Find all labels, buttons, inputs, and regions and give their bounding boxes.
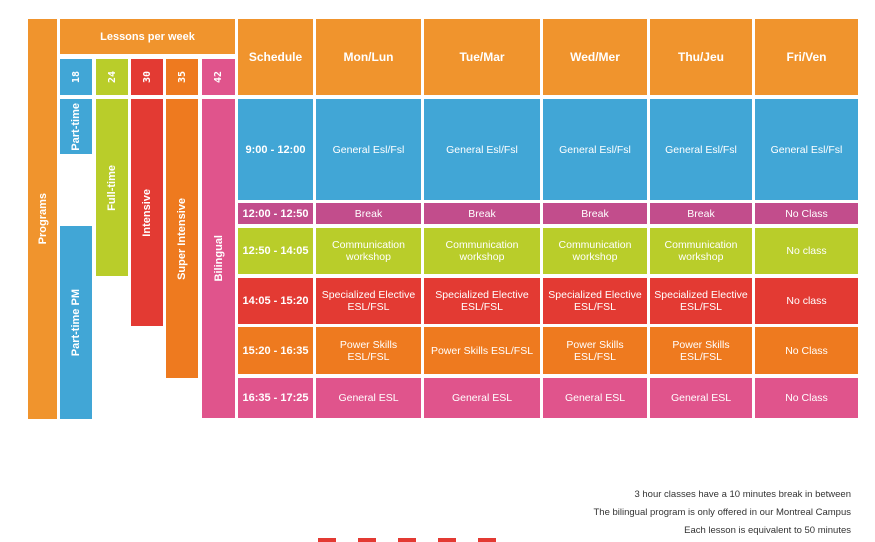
schedule-cell: No Class bbox=[755, 327, 858, 374]
day-header-mon: Mon/Lun bbox=[316, 19, 421, 95]
programs-label: Programs bbox=[36, 193, 49, 245]
time-slot: 16:35 - 17:25 bbox=[238, 378, 313, 418]
schedule-cell: Communication workshop bbox=[316, 228, 421, 274]
schedule-cell: No Class bbox=[755, 203, 858, 224]
schedule-cell: General ESL bbox=[650, 378, 752, 418]
schedule-cell: Communication workshop bbox=[543, 228, 647, 274]
program-part-time-pm: Part-time PM bbox=[60, 226, 92, 419]
program-super-intensive: Super Intensive bbox=[166, 99, 198, 378]
footnote: Each lesson is equivalent to 50 minutes bbox=[684, 525, 851, 536]
day-header-wed: Wed/Mer bbox=[543, 19, 647, 95]
program-bilingual: Bilingual bbox=[202, 99, 235, 418]
schedule-cell: General Esl/Fsl bbox=[755, 99, 858, 200]
program-part-time: Part-time bbox=[60, 99, 92, 154]
footnotes: 3 hour classes have a 10 minutes break i… bbox=[593, 486, 851, 540]
schedule-cell: Communication workshop bbox=[650, 228, 752, 274]
schedule-cell: No Class bbox=[755, 378, 858, 418]
schedule-cell: Break bbox=[543, 203, 647, 224]
schedule-cell: Specialized Elective ESL/FSL bbox=[543, 278, 647, 324]
schedule-cell: Power Skills ESL/FSL bbox=[543, 327, 647, 374]
schedule-cell: Break bbox=[650, 203, 752, 224]
schedule-cell: Power Skills ESL/FSL bbox=[650, 327, 752, 374]
program-full-time: Full-time bbox=[96, 99, 128, 276]
schedule-cell: Specialized Elective ESL/FSL bbox=[650, 278, 752, 324]
schedule-cell: Break bbox=[424, 203, 540, 224]
schedule-cell: Specialized Elective ESL/FSL bbox=[424, 278, 540, 324]
lessons-24: 24 bbox=[96, 59, 128, 95]
schedule-cell: General ESL bbox=[424, 378, 540, 418]
schedule-cell: Communication workshop bbox=[424, 228, 540, 274]
schedule-header: Schedule bbox=[238, 19, 313, 95]
lessons-35: 35 bbox=[166, 59, 198, 95]
programs-column: Programs bbox=[28, 19, 57, 419]
time-slot: 9:00 - 12:00 bbox=[238, 99, 313, 200]
schedule-cell: No class bbox=[755, 278, 858, 324]
time-slot: 14:05 - 15:20 bbox=[238, 278, 313, 324]
schedule-cell: No class bbox=[755, 228, 858, 274]
schedule-cell: General ESL bbox=[543, 378, 647, 418]
time-slot: 15:20 - 16:35 bbox=[238, 327, 313, 374]
schedule-cell: Specialized Elective ESL/FSL bbox=[316, 278, 421, 324]
schedule-cell: Power Skills ESL/FSL bbox=[316, 327, 421, 374]
lessons-42: 42 bbox=[202, 59, 235, 95]
time-slot: 12:00 - 12:50 bbox=[238, 203, 313, 224]
schedule-cell: General Esl/Fsl bbox=[543, 99, 647, 200]
schedule-cell: General Esl/Fsl bbox=[424, 99, 540, 200]
schedule-cell: General Esl/Fsl bbox=[650, 99, 752, 200]
lessons-30: 30 bbox=[131, 59, 163, 95]
footnote: The bilingual program is only offered in… bbox=[593, 507, 851, 518]
schedule-cell: General Esl/Fsl bbox=[316, 99, 421, 200]
lessons-per-week-header: Lessons per week bbox=[60, 19, 235, 54]
schedule-cell: Power Skills ESL/FSL bbox=[424, 327, 540, 374]
time-slot: 12:50 - 14:05 bbox=[238, 228, 313, 274]
program-intensive: Intensive bbox=[131, 99, 163, 326]
schedule-cell: Break bbox=[316, 203, 421, 224]
footnote: 3 hour classes have a 10 minutes break i… bbox=[634, 489, 851, 500]
bottom-decoration bbox=[318, 538, 518, 542]
lessons-18: 18 bbox=[60, 59, 92, 95]
day-header-tue: Tue/Mar bbox=[424, 19, 540, 95]
day-header-fri: Fri/Ven bbox=[755, 19, 858, 95]
schedule-cell: General ESL bbox=[316, 378, 421, 418]
day-header-thu: Thu/Jeu bbox=[650, 19, 752, 95]
